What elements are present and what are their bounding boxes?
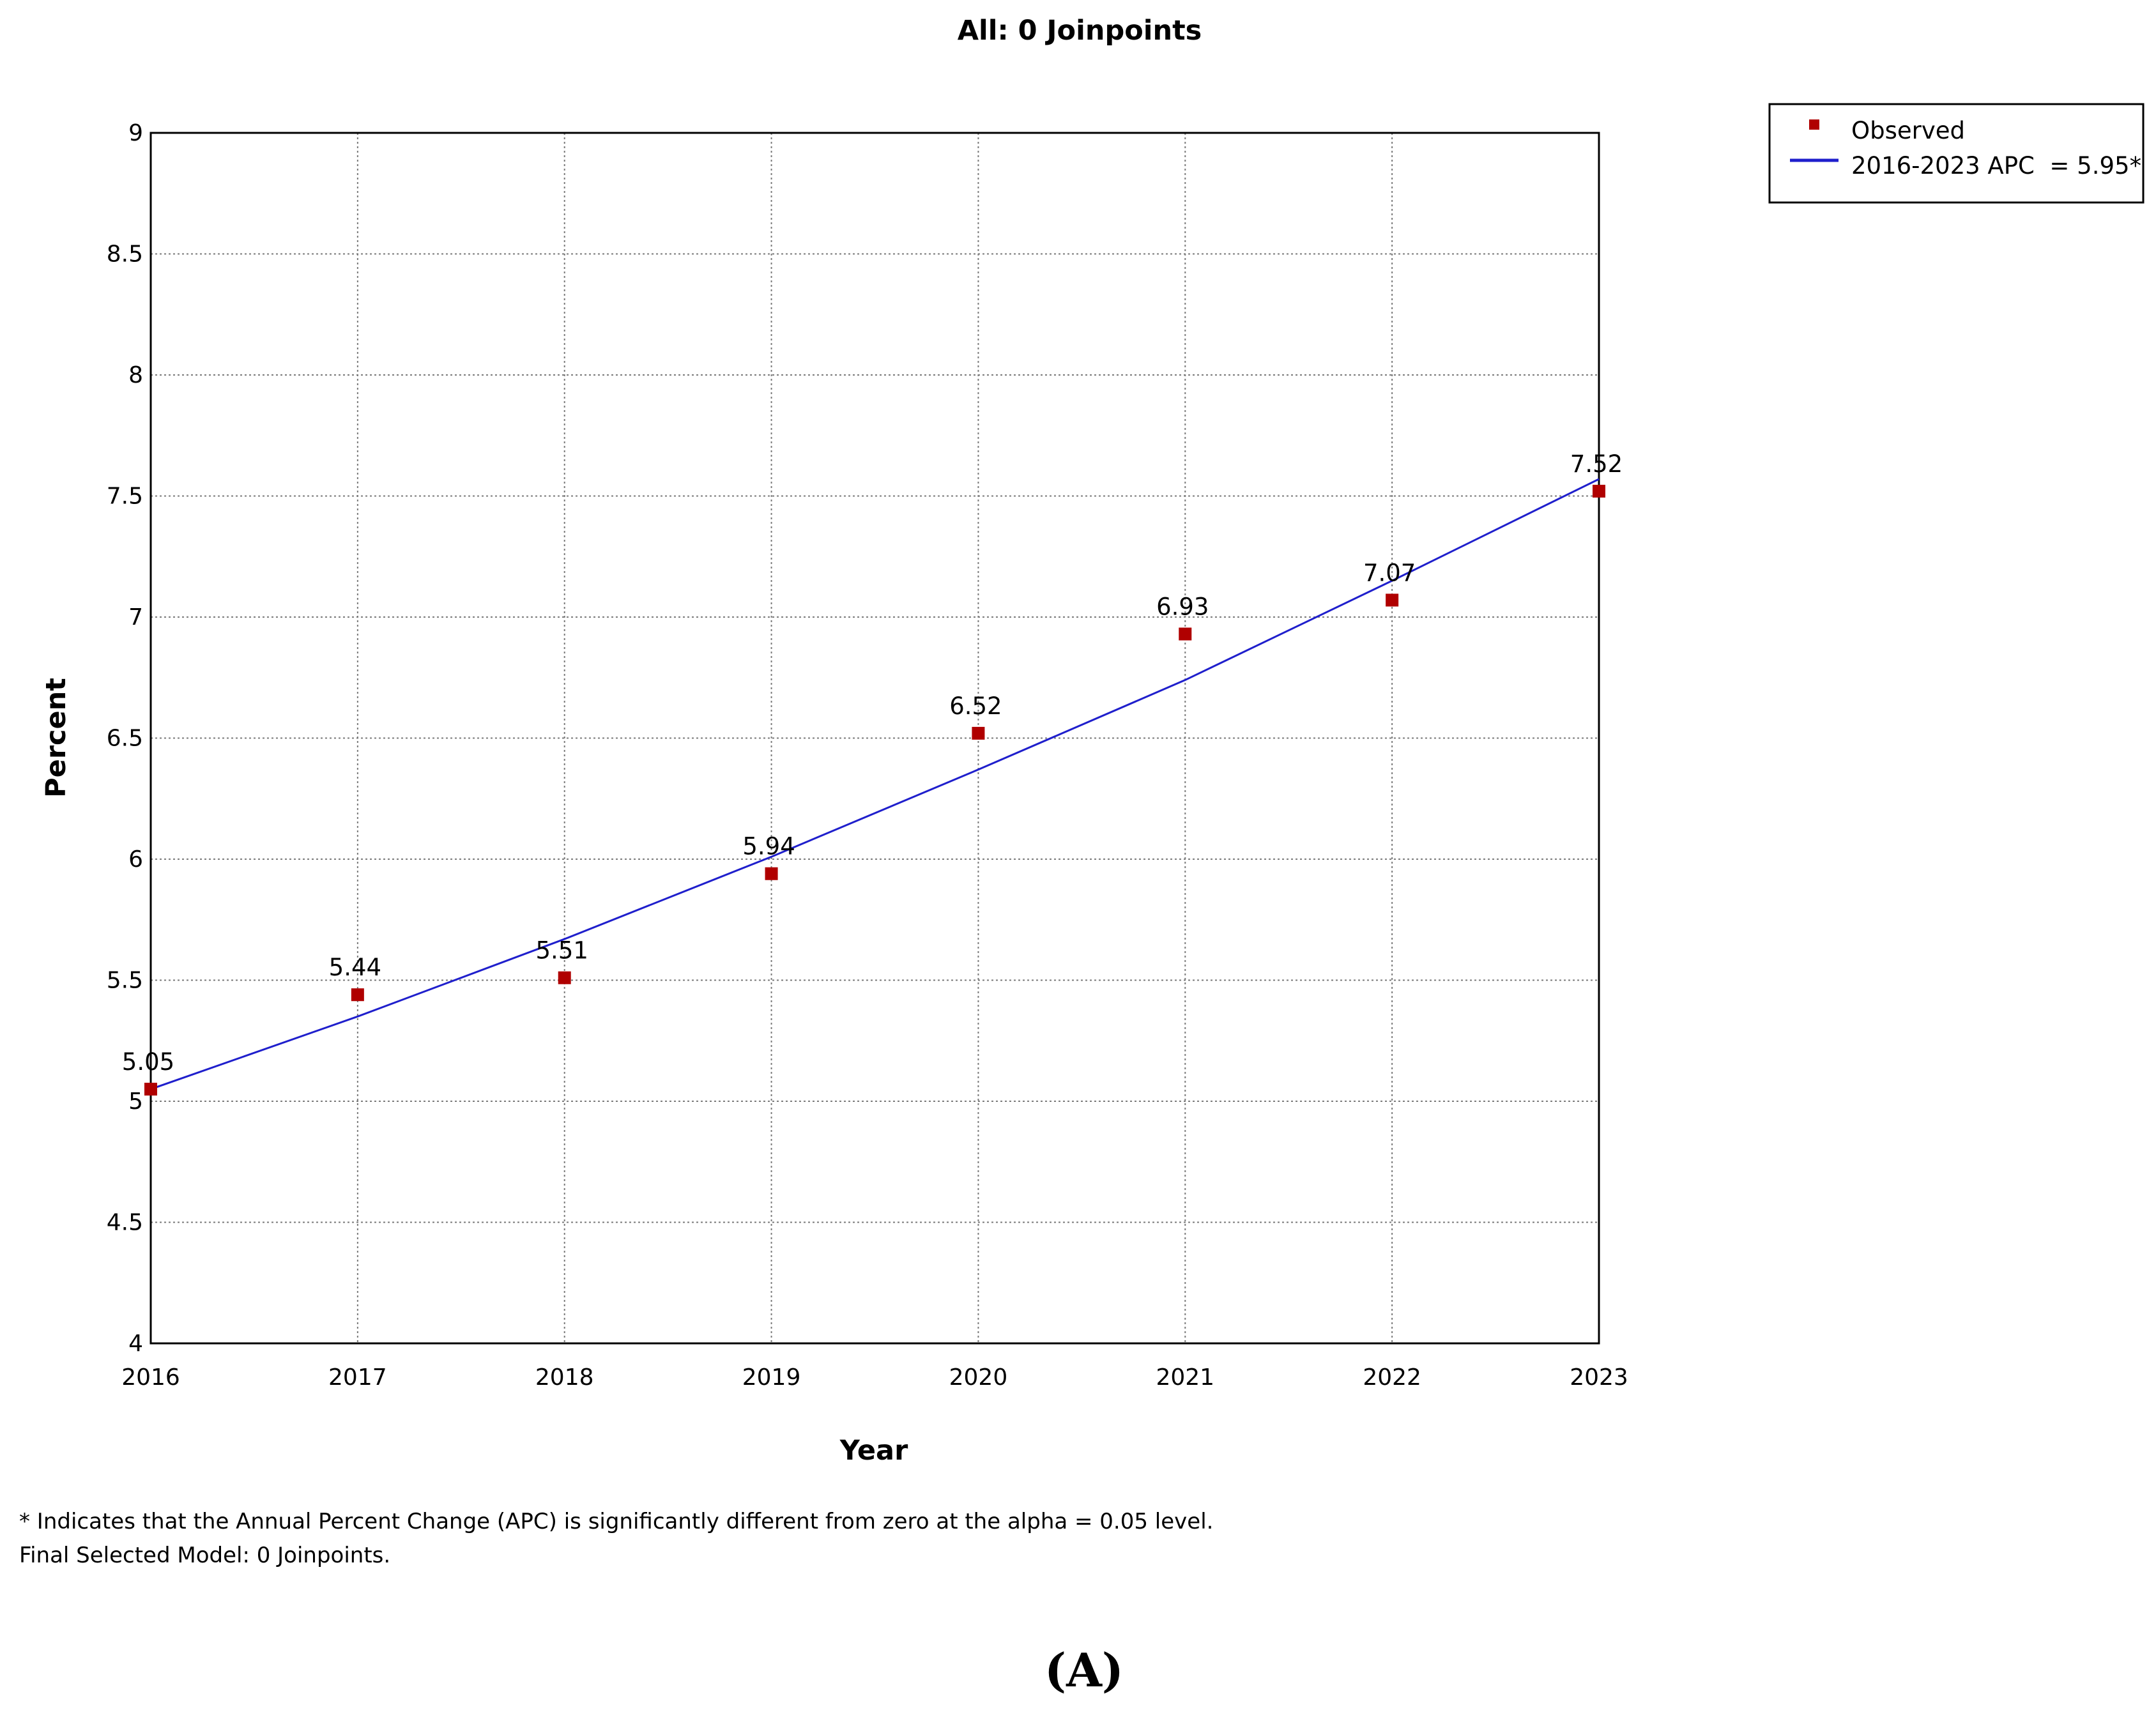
observed-point (972, 726, 985, 740)
observed-point (1179, 627, 1192, 641)
trend-line-series (150, 478, 1600, 1090)
observed-point (351, 988, 364, 1002)
y-tick-label: 6 (128, 846, 143, 873)
x-tick-label: 2019 (742, 1364, 801, 1391)
y-tick-label: 7.5 (107, 484, 143, 510)
observed-point (1386, 593, 1399, 607)
legend-observed-label: Observed (1851, 117, 1965, 144)
data-labels: 5.05 5.44 5.51 5.94 6.52 6.93 7.07 7.52 (122, 450, 1623, 1076)
y-axis-ticks: 4 4.5 5 5.5 6 6.5 7 7.5 8 8.5 9 (107, 120, 143, 1357)
data-label: 7.52 (1570, 450, 1623, 478)
chart-title: All: 0 Joinpoints (958, 15, 1202, 47)
legend-box (1768, 103, 2145, 204)
footnote-model: Final Selected Model: 0 Joinpoints. (19, 1543, 390, 1568)
gridlines (150, 132, 1600, 1344)
legend: Observed 2016-2023 APC = 5.95* (1768, 103, 2145, 204)
y-tick-label: 6.5 (107, 726, 143, 752)
x-tick-label: 2022 (1363, 1364, 1421, 1391)
x-axis-title: Year (839, 1435, 908, 1467)
observed-point (144, 1083, 157, 1096)
data-label: 7.07 (1363, 559, 1416, 586)
plot-frame (149, 132, 1600, 1345)
observed-point (765, 867, 778, 880)
x-tick-label: 2016 (121, 1364, 180, 1391)
y-tick-label: 8.5 (107, 241, 143, 268)
legend-trend-label: 2016-2023 APC = 5.95* (1851, 152, 2141, 179)
data-label: 5.44 (329, 954, 381, 981)
y-axis-title: Percent (40, 678, 72, 798)
legend-observed-marker (1809, 119, 1819, 130)
observed-point (558, 971, 571, 984)
y-tick-label: 7 (128, 604, 143, 630)
x-tick-label: 2021 (1156, 1364, 1214, 1391)
data-label: 5.51 (536, 937, 588, 965)
panel-label: (A) (1044, 1643, 1124, 1697)
x-tick-label: 2023 (1570, 1364, 1628, 1391)
y-tick-label: 5.5 (107, 968, 143, 994)
x-tick-label: 2018 (535, 1364, 594, 1391)
x-axis-ticks: 2016 2017 2018 2019 2020 2021 2022 2023 (121, 1364, 1628, 1391)
x-tick-label: 2020 (949, 1364, 1008, 1391)
y-tick-label: 4 (128, 1331, 143, 1357)
x-tick-label: 2017 (328, 1364, 387, 1391)
observed-point (1593, 484, 1605, 498)
y-tick-label: 8 (128, 362, 143, 388)
observed-points-series (144, 484, 1605, 1096)
y-tick-label: 5 (128, 1088, 143, 1115)
data-label: 5.05 (122, 1048, 174, 1076)
data-label: 5.94 (742, 833, 795, 860)
data-label: 6.93 (1156, 593, 1209, 621)
y-tick-label: 4.5 (107, 1210, 143, 1236)
y-tick-label: 9 (128, 120, 143, 146)
footnote-significance: * Indicates that the Annual Percent Chan… (19, 1509, 1213, 1534)
trend-line (150, 478, 1600, 1090)
data-label: 6.52 (949, 692, 1002, 720)
